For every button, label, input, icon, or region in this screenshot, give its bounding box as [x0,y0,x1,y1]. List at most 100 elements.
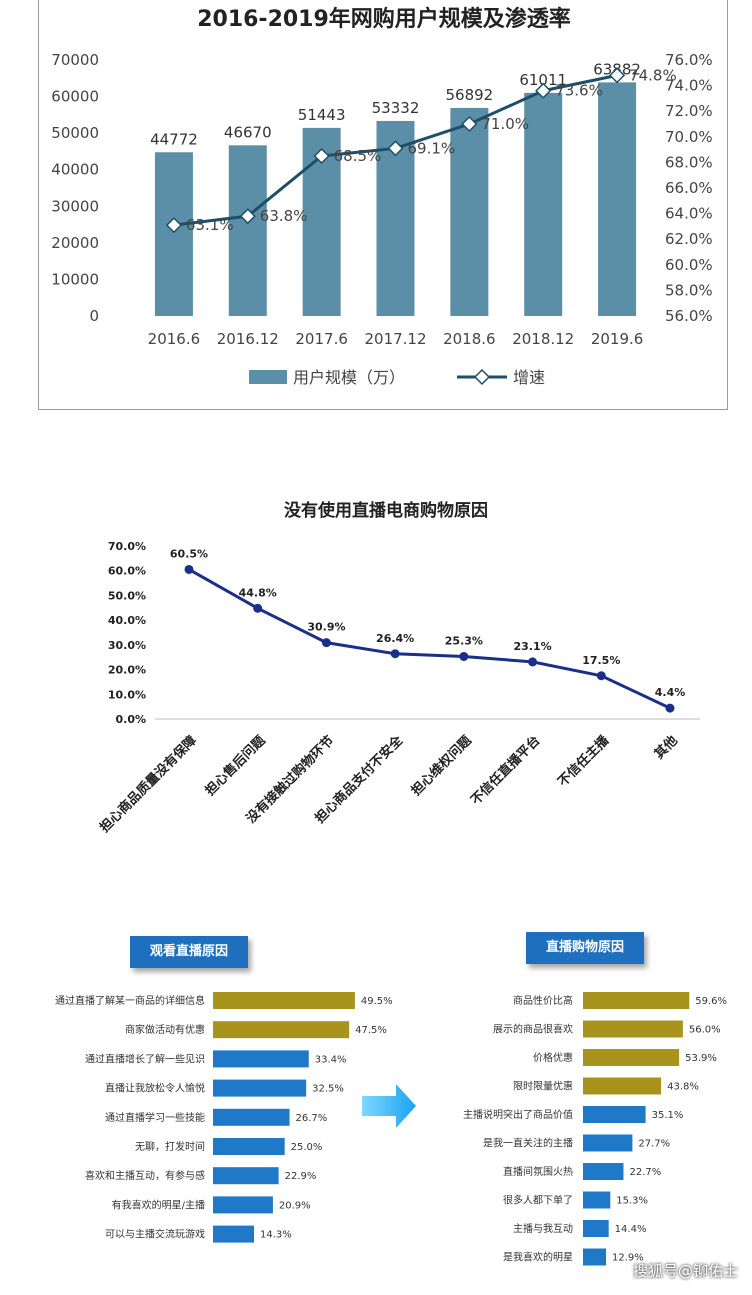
reason-value-label: 26.4% [376,632,414,645]
bar-category-label: 限时限量优惠 [513,1080,573,1093]
reason-value-label: 17.5% [582,654,620,667]
bar [213,1167,279,1185]
bar-value-label: 43.8% [667,1082,699,1093]
legend-line-label: 增速 [513,368,545,387]
bar-category-label: 是我喜欢的明星 [503,1251,573,1264]
y2-tick-label: 64.0% [665,205,713,223]
reason-value-label: 44.8% [239,586,277,599]
bar-value-label: 51443 [298,106,346,124]
y2-tick-label: 68.0% [665,153,713,171]
growth-marker [387,140,404,157]
legend-line-marker [473,368,491,386]
bar-category-label: 主播与我互动 [513,1222,573,1235]
bar [450,107,489,316]
bar [583,1134,633,1152]
reason-value-label: 60.5% [170,547,208,560]
reason-point [459,651,469,661]
reason-point [184,564,194,574]
bar [583,1191,611,1209]
y-tick-label: 50000 [51,124,99,142]
bar-category-label: 商品性价比高 [513,994,573,1007]
growth-marker [461,115,478,133]
bar [154,152,193,316]
user-scale-chart-svg: 2016-2019年网购用户规模及渗透率 44772 46670 51443 5333… [51,6,713,387]
x-tick-label: 2016.6 [148,330,201,348]
bar [583,1077,662,1095]
bar-category-label: 主播说明突出了商品价值 [463,1108,573,1121]
bar-category-label: 展示的商品很喜欢 [493,1023,573,1036]
user-scale-chart: 2016-2019年网购用户规模及渗透率 44772 46670 51443 5333… [38,0,728,410]
bar-value-label: 32.5% [312,1084,344,1095]
y2-tick-label: 62.0% [665,230,713,248]
bar-category-label: 通过直播了解某一商品的详细信息 [55,994,205,1007]
growth-label: 74.8% [629,66,677,84]
bar [213,1079,307,1097]
y-tick-label: 10000 [51,270,99,288]
bar-value-label: 14.3% [260,1230,292,1241]
reason-point [665,703,675,713]
bar-value-label: 61011 [519,71,567,89]
arrow-icon [362,1084,416,1128]
bar-value-label: 12.9% [612,1253,644,1264]
legend-bar-label: 用户规模（万） [293,368,405,387]
x-tick-label: 担心商品质量没有保障 [97,733,200,836]
bar-value-label: 53332 [372,99,420,117]
bar-category-label: 通过直播学习一些技能 [105,1111,205,1124]
watch-reason-badge: 观看直播原因 [130,936,248,968]
bar [583,1163,624,1180]
y2-tick-label: 66.0% [665,179,713,197]
reason-value-label: 23.1% [513,640,551,653]
bar-value-label: 46670 [224,123,272,141]
reason-point [390,649,400,659]
x-tick-label: 2018.6 [443,330,496,348]
y-tick-label: 40000 [51,161,99,179]
y2-tick-label: 70.0% [665,128,713,146]
reason-point [596,671,606,681]
growth-label: 69.1% [408,139,456,157]
x-tick-label: 不信任直播平台 [468,733,544,809]
bar-value-label: 27.7% [638,1139,670,1150]
bar-value-label: 53.9% [685,1053,717,1064]
bar-value-label: 35.1% [652,1110,684,1121]
growth-label: 63.8% [260,207,308,225]
bar-category-label: 可以与主播交流玩游戏 [105,1228,205,1241]
bar [583,992,690,1009]
reason-value-label: 4.4% [655,686,686,699]
buy-reason-badge: 直播购物原因 [526,932,644,964]
bar-value-label: 56892 [445,86,493,104]
y-tick-label: 0.0% [115,713,146,726]
chart-title: 2016-2019年网购用户规模及渗透率 [197,6,571,32]
no-live-shopping-reason-chart: 没有使用直播电商购物原因 0.0% 10.0% 20.0% 30.0% 40.0% 50.… [0,470,752,870]
x-tick-label: 2018.12 [512,330,574,348]
y-tick-label: 60000 [51,88,99,106]
y2-tick-label: 60.0% [665,256,713,274]
bar-value-label: 49.5% [361,996,393,1007]
bar-value-label: 33.4% [315,1054,347,1065]
y-tick-label: 70.0% [108,540,146,553]
y2-tick-label: 56.0% [665,307,713,325]
bar-value-label: 59.6% [695,996,727,1007]
bar [213,1050,309,1068]
bar [213,1108,290,1126]
x-tick-label: 不信任主播 [555,732,613,790]
y-tick-label: 70000 [51,51,99,69]
bar [583,1020,683,1038]
y2-tick-label: 58.0% [665,281,713,299]
x-tick-label: 2019.6 [591,330,644,348]
growth-marker [165,217,182,234]
growth-label: 63.1% [186,216,234,234]
reason-point [528,657,538,667]
growth-marker [609,67,626,84]
no-live-shopping-reason-svg: 没有使用直播电商购物原因 0.0% 10.0% 20.0% 30.0% 40.0% 50.… [97,500,700,836]
bar-category-label: 商家做活动有优惠 [125,1023,205,1036]
bar-value-label: 26.7% [296,1113,328,1124]
bar [213,1196,273,1214]
x-tick-label: 2017.12 [364,330,426,348]
reason-value-label: 25.3% [445,634,483,647]
legend-bar-swatch [249,370,287,384]
chart-title: 没有使用直播电商购物原因 [284,500,488,521]
bar [213,1138,285,1155]
bar-category-label: 是我一直关注的主播 [483,1137,573,1150]
y-tick-label: 30000 [51,197,99,215]
bar [228,145,267,316]
